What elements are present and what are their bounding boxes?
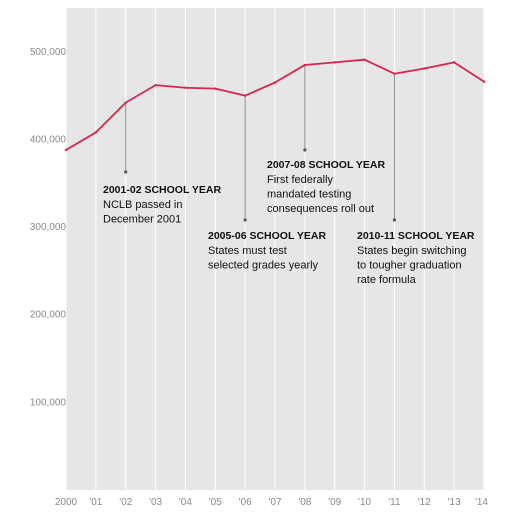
annotation-text: December 2001 [103,214,181,226]
x-tick-label: '14 [475,497,488,508]
x-tick-label: '09 [328,497,341,508]
y-tick-label: 100,000 [30,397,67,408]
data-point [184,86,187,89]
annotation-text: States must test [208,245,287,257]
data-point [303,63,307,67]
x-tick-label: '10 [358,497,371,508]
annotation-text: selected grades yearly [208,260,319,272]
x-tick-label: 2000 [55,497,78,508]
y-tick-label: 400,000 [30,134,67,145]
annotation-text: States begin switching [357,245,466,257]
x-tick-label: '13 [448,497,461,508]
series-layer [64,58,486,152]
x-tick-label: '03 [149,497,162,508]
x-tick-label: '12 [418,497,431,508]
x-tick-label: '11 [388,497,401,508]
data-point [94,131,98,134]
x-tick-label: '02 [119,497,132,508]
annotations: 2001-02 SCHOOL YEAR NCLB passed in Decembe… [103,64,475,286]
annotation: 2001-02 SCHOOL YEAR NCLB passed in Decembe… [103,102,221,226]
data-point [333,61,336,64]
data-point [214,87,217,90]
data-point [64,148,68,152]
x-tick-label: '01 [89,497,102,508]
y-tick-label: 300,000 [30,222,67,233]
annotation-title: 2010-11 SCHOOL YEAR [357,230,475,242]
x-axis-tick-labels: 2000 '01 '02 '03 '04 '05 '06 '07 '08 '09 '10 '11 '12… [55,497,489,508]
x-tick-label: '06 [239,497,252,508]
data-point [452,61,456,64]
y-tick-label: 500,000 [30,47,67,58]
data-point [393,72,396,75]
annotation: 2010-11 SCHOOL YEAR States begin switchin… [357,73,475,286]
annotation-marker [303,148,307,152]
annotation-text: consequences roll out [267,203,374,215]
annotation-title: 2001-02 SCHOOL YEAR [103,184,221,196]
x-tick-label: '07 [268,497,281,508]
annotation-marker [124,170,128,174]
x-tick-label: '05 [209,497,222,508]
annotation-text: First federally [267,174,334,186]
data-point [154,83,157,87]
x-tick-label: '04 [179,497,192,508]
annotation-marker [243,218,247,222]
annotation-marker [392,218,397,222]
annotation-text: to tougher graduation [357,260,462,272]
annotation-text: rate formula [357,274,417,286]
annotation-text: NCLB passed in [103,199,183,211]
y-axis-tick-labels: 100,000 200,000 300,000 400,000 500,000 [30,47,67,409]
x-tick-label: '08 [298,497,311,508]
annotation-title: 2005-06 SCHOOL YEAR [208,230,326,242]
annotation: 2005-06 SCHOOL YEAR States must test selec… [208,95,326,272]
data-point [124,101,127,104]
data-point [423,67,426,70]
data-point [482,80,486,83]
annotation-title: 2007-08 SCHOOL YEAR [267,159,385,171]
annotation-text: mandated testing [267,189,351,201]
data-point [243,94,247,97]
y-tick-label: 200,000 [30,310,67,321]
data-point [273,81,277,84]
data-point [363,58,366,61]
annotation: 2007-08 SCHOOL YEAR First federally mandat… [267,64,385,215]
